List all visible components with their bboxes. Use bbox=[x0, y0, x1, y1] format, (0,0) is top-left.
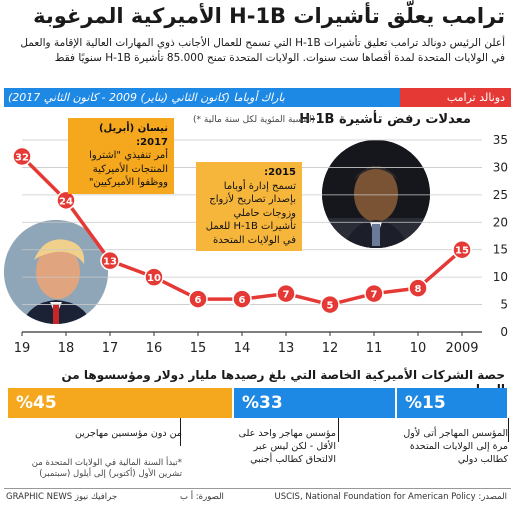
chart-points: 15 8 7 5 7 6 6 10 13 24 32 bbox=[12, 146, 472, 315]
y-tick-label: 25 bbox=[493, 188, 508, 202]
data-point bbox=[320, 294, 340, 315]
data-label: 24 bbox=[59, 196, 73, 207]
x-tick-label: 19 bbox=[14, 341, 31, 356]
data-point bbox=[56, 190, 76, 211]
data-point bbox=[452, 239, 472, 260]
data-label: 7 bbox=[371, 290, 378, 301]
callout-2017: نيسان (أبريل) 2017: أمر تنفيذي "اشتروا ا… bbox=[68, 118, 174, 194]
data-label: 6 bbox=[239, 295, 246, 306]
source-credit: المصدر: USCIS, National Foundation for A… bbox=[274, 492, 508, 502]
x-tick-label: 11 bbox=[366, 341, 383, 356]
trump-term-band: دونالد ترامب bbox=[400, 88, 511, 107]
data-label: 15 bbox=[455, 246, 469, 257]
chart-title: معدلات رفض تأشيرة H-1B bbox=[299, 112, 471, 127]
data-point bbox=[408, 278, 428, 298]
y-tick-label: 30 bbox=[493, 160, 508, 174]
data-point bbox=[12, 146, 32, 167]
data-point bbox=[364, 283, 384, 304]
callout-2015: 2015: تسمح إدارة أوباما بإصدار تصاريح لأ… bbox=[196, 162, 302, 251]
note-immigrant-founder: مؤسس مهاجر واحد على الأقل - لكن ليس عبر … bbox=[238, 428, 336, 465]
x-tick-label: 14 bbox=[234, 341, 251, 356]
data-label: 7 bbox=[283, 290, 290, 301]
data-label: 10 bbox=[147, 273, 161, 284]
bar-immigrant-founder-label: %33 bbox=[242, 393, 283, 413]
data-label: 5 bbox=[327, 301, 334, 312]
data-point bbox=[100, 250, 120, 271]
trump-term-label: دونالد ترامب bbox=[446, 91, 505, 104]
footer-divider bbox=[4, 488, 511, 489]
x-tick-label: 15 bbox=[190, 341, 207, 356]
y-tick-label: 5 bbox=[500, 298, 508, 312]
x-tick-label: 18 bbox=[58, 341, 75, 356]
fiscal-year-footnote: *تبدأ السنة المالية في الولايات المتحدة … bbox=[31, 458, 182, 480]
x-tick-label: 10 bbox=[410, 341, 427, 356]
data-label: 6 bbox=[195, 295, 202, 306]
y-tick-label: 15 bbox=[493, 243, 508, 257]
intro-text: أعلن الرئيس دونالد ترامب تعليق تأشيرات H… bbox=[20, 37, 505, 65]
chart-x-axis: 2009 10 11 12 13 14 15 16 17 18 19 bbox=[14, 332, 479, 356]
obama-term-band: باراك أوباما (كانون الثاني (يناير) 2009 … bbox=[4, 88, 400, 107]
x-tick-label: 2009 bbox=[445, 341, 478, 356]
note-33-leader bbox=[338, 418, 339, 442]
callout-2015-heading: 2015: bbox=[264, 167, 296, 178]
y-tick-label: 20 bbox=[493, 215, 508, 229]
data-point bbox=[144, 267, 164, 287]
data-label: 32 bbox=[15, 152, 29, 163]
presidency-bar: باراك أوباما (كانون الثاني (يناير) 2009 … bbox=[4, 88, 511, 107]
bar-no-immigrant-founders-label: %45 bbox=[16, 393, 57, 413]
bar-no-immigrant-founders: %45 bbox=[8, 388, 232, 418]
trump-portrait bbox=[4, 220, 108, 324]
bar-student-founder: %15 bbox=[395, 388, 507, 418]
callout-2017-heading: نيسان (أبريل) 2017: bbox=[98, 123, 168, 148]
x-tick-label: 17 bbox=[102, 341, 119, 356]
note-no-immigrant-founders: من دون مؤسسين مهاجرين bbox=[74, 428, 182, 439]
chart-subtitle: (النسبة المئوية لكل سنة مالية *) bbox=[193, 115, 315, 125]
publisher-credit: GRAPHIC NEWS جرافيك نيوز bbox=[6, 492, 118, 502]
obama-term-label: باراك أوباما (كانون الثاني (يناير) 2009 … bbox=[8, 91, 285, 104]
rejection-rate-chart: 15 8 7 5 7 6 6 10 13 24 32 2009 10 11 12 13 14 15 16 17 18 1… bbox=[12, 133, 508, 356]
founders-bar: %45 %33 %15 bbox=[8, 388, 507, 418]
y-tick-label: 10 bbox=[493, 270, 508, 284]
x-tick-label: 13 bbox=[278, 341, 295, 356]
data-point bbox=[188, 289, 208, 309]
bar-immigrant-founder: %33 bbox=[232, 388, 395, 418]
data-point bbox=[232, 289, 252, 309]
y-tick-label: 35 bbox=[493, 133, 508, 147]
photo-credit: الصورة: أ ب bbox=[180, 492, 224, 502]
data-point bbox=[276, 283, 296, 304]
note-45-leader bbox=[180, 418, 181, 446]
x-tick-label: 16 bbox=[146, 341, 163, 356]
callout-2015-body: تسمح إدارة أوباما بإصدار تصاريح لأزواج و… bbox=[205, 180, 296, 246]
note-student-founder: المؤسس المهاجر أتى لأول مرة إلى الولايات… bbox=[403, 428, 508, 465]
data-label: 8 bbox=[415, 284, 422, 295]
callout-2017-body: أمر تنفيذي "اشتروا المنتجات الأميركية وو… bbox=[88, 150, 168, 188]
page-title: ترامب يعلّق تأشيرات H-1B الأميركية المرغ… bbox=[33, 4, 505, 28]
y-tick-label: 0 bbox=[500, 325, 508, 339]
x-tick-label: 12 bbox=[322, 341, 339, 356]
note-15-leader bbox=[508, 418, 509, 442]
chart-y-axis: 0 5 10 15 20 25 30 35 bbox=[493, 133, 508, 339]
bar-student-founder-label: %15 bbox=[405, 393, 446, 413]
data-label: 13 bbox=[103, 257, 117, 268]
